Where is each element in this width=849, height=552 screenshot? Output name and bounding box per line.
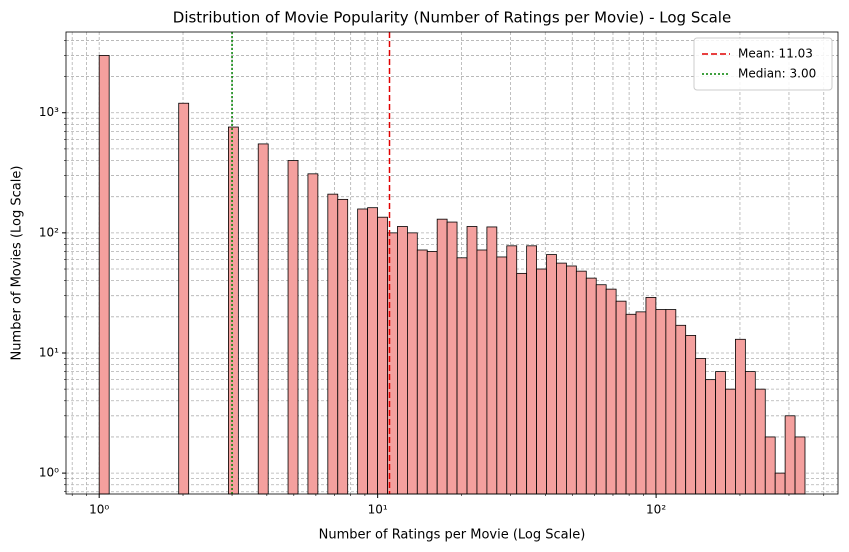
bar [556,262,567,495]
bar [546,254,557,495]
y-tick-label: 10² [39,225,59,239]
bar [466,226,478,495]
bar [645,297,657,495]
bar [735,338,746,495]
bar [287,160,299,495]
bar [377,216,388,495]
bar [178,102,190,495]
legend-label: Median: 3.00 [738,67,816,81]
x-tick-label: 10² [646,503,666,517]
bar [516,272,528,495]
bar [625,313,637,495]
bar [774,472,786,495]
bar [257,143,269,495]
bar [526,245,537,495]
bar [764,436,776,495]
chart-title: Distribution of Movie Popularity (Number… [173,9,731,27]
bar [665,309,677,495]
bar [436,218,448,495]
plot-frame [65,31,839,495]
bar [585,277,597,495]
bar [754,388,766,495]
bar [387,232,398,495]
bar [446,221,458,495]
y-axis-label: Number of Movies (Log Scale) [10,166,25,361]
bar [685,335,697,495]
bar [98,55,110,495]
bar [228,126,239,495]
bar [327,193,339,495]
bar [407,232,418,495]
bar [397,226,408,495]
bar [566,265,577,495]
bar [357,208,369,495]
bar [496,256,508,495]
y-tick-label: 10³ [39,105,59,119]
bar [605,288,617,495]
bar [675,324,687,495]
legend-box [693,37,833,91]
bar [536,268,547,495]
bar [506,245,518,495]
legend: Mean: 11.03 Median: 3.00 [693,37,833,91]
bar [655,309,667,495]
bar [456,257,468,495]
bar [635,311,647,495]
x-tick-label: 10¹ [368,503,388,517]
bar [486,226,498,495]
bar [307,173,319,495]
bar [725,388,736,495]
x-axis-label: Number of Ratings per Movie (Log Scale) [319,528,586,543]
bar [337,198,349,495]
bar [595,284,607,495]
y-tick-label: 10¹ [39,345,59,359]
bar [476,249,488,495]
legend-label: Mean: 11.03 [738,47,813,61]
x-tick-label: 10⁰ [89,503,109,517]
bar [695,358,707,495]
bar [705,379,716,495]
bar [416,249,428,495]
bar [715,371,726,495]
bar [575,270,587,495]
bar [615,300,627,495]
bar [784,415,796,495]
bar [744,371,756,495]
y-tick-label: 10⁰ [39,466,59,480]
bar [426,251,438,495]
bar [794,436,806,495]
bar [367,207,378,495]
